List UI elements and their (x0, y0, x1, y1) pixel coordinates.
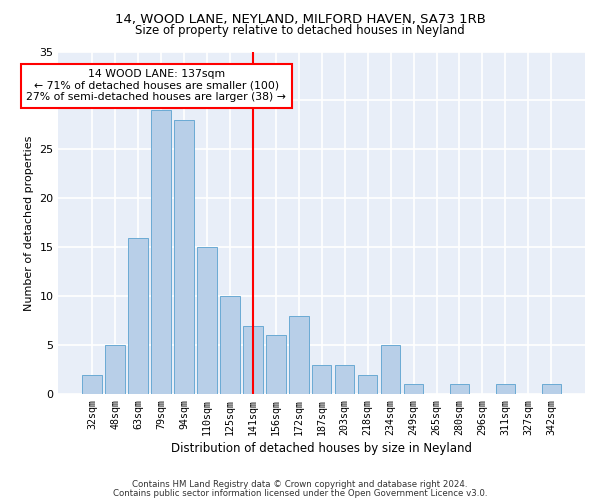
Bar (358, 374, 377, 394)
Bar (289, 316, 308, 394)
Bar (128, 238, 148, 394)
Bar (496, 384, 515, 394)
Bar (197, 248, 217, 394)
Bar (82, 374, 102, 394)
Bar (151, 110, 171, 394)
Bar (220, 296, 239, 394)
Text: Size of property relative to detached houses in Neyland: Size of property relative to detached ho… (135, 24, 465, 37)
Text: 14 WOOD LANE: 137sqm
← 71% of detached houses are smaller (100)
27% of semi-deta: 14 WOOD LANE: 137sqm ← 71% of detached h… (26, 69, 286, 102)
Bar (312, 365, 331, 394)
Bar (243, 326, 263, 394)
X-axis label: Distribution of detached houses by size in Neyland: Distribution of detached houses by size … (171, 442, 472, 455)
Bar (381, 345, 400, 394)
Y-axis label: Number of detached properties: Number of detached properties (24, 135, 34, 310)
Text: Contains HM Land Registry data © Crown copyright and database right 2024.: Contains HM Land Registry data © Crown c… (132, 480, 468, 489)
Bar (174, 120, 194, 394)
Bar (450, 384, 469, 394)
Bar (106, 345, 125, 394)
Bar (266, 336, 286, 394)
Bar (404, 384, 424, 394)
Bar (542, 384, 561, 394)
Text: 14, WOOD LANE, NEYLAND, MILFORD HAVEN, SA73 1RB: 14, WOOD LANE, NEYLAND, MILFORD HAVEN, S… (115, 12, 485, 26)
Text: Contains public sector information licensed under the Open Government Licence v3: Contains public sector information licen… (113, 490, 487, 498)
Bar (335, 365, 355, 394)
